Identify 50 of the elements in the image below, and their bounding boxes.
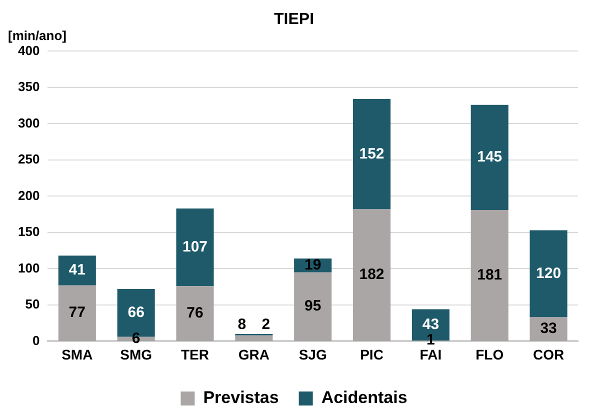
x-tick-label: SJG xyxy=(298,346,327,362)
y-tick-label: 0 xyxy=(32,332,40,348)
data-label: 76 xyxy=(186,304,204,322)
x-tick-label: PIC xyxy=(360,346,384,362)
y-tick-label: 50 xyxy=(25,296,40,312)
data-label: 152 xyxy=(359,145,384,162)
y-tick-label: 250 xyxy=(18,152,40,167)
x-tick-label: SMA xyxy=(62,346,93,362)
bar xyxy=(58,285,96,341)
data-label: 19 xyxy=(304,256,322,274)
x-tick-label: COR xyxy=(532,346,564,362)
data-label: 8 xyxy=(238,316,246,334)
bar xyxy=(294,272,332,341)
x-tick-label: FAI xyxy=(420,346,442,362)
data-label: 77 xyxy=(68,304,86,322)
bar xyxy=(470,104,508,210)
data-label: 182 xyxy=(359,266,384,284)
data-label: 95 xyxy=(304,298,322,315)
y-axis-title: [min/ano] xyxy=(8,28,66,43)
chart-title: TIEPI xyxy=(274,11,314,28)
x-tick-label: FLO xyxy=(476,346,504,362)
y-tick-label: 300 xyxy=(18,115,40,130)
y-tick-label: 400 xyxy=(18,42,40,58)
data-label: 33 xyxy=(540,320,557,338)
legend-label: Previstas xyxy=(203,388,279,408)
bar xyxy=(352,99,391,210)
bar xyxy=(235,335,273,341)
data-label: 145 xyxy=(477,148,502,166)
legend-label: Acidentais xyxy=(321,388,408,408)
data-label: 181 xyxy=(477,266,502,284)
x-tick-label: SMG xyxy=(120,346,152,362)
y-tick-label: 200 xyxy=(18,188,40,203)
data-label: 1 xyxy=(426,332,435,349)
data-label: 2 xyxy=(262,316,270,334)
x-tick-label: GRA xyxy=(238,346,270,362)
bar xyxy=(530,230,568,318)
y-tick-label: 100 xyxy=(18,260,40,276)
y-tick-label: 150 xyxy=(18,224,40,240)
data-label: 43 xyxy=(422,316,440,334)
data-label: 41 xyxy=(68,262,86,279)
data-label: 66 xyxy=(128,304,144,322)
bar xyxy=(176,208,214,286)
bar xyxy=(176,286,214,341)
y-tick-label: 350 xyxy=(18,79,40,94)
data-label: 120 xyxy=(536,264,562,282)
bar xyxy=(470,210,508,341)
bar xyxy=(352,209,391,341)
bar xyxy=(58,256,96,286)
data-label: 107 xyxy=(182,238,208,256)
x-tick-label: TER xyxy=(181,346,209,362)
